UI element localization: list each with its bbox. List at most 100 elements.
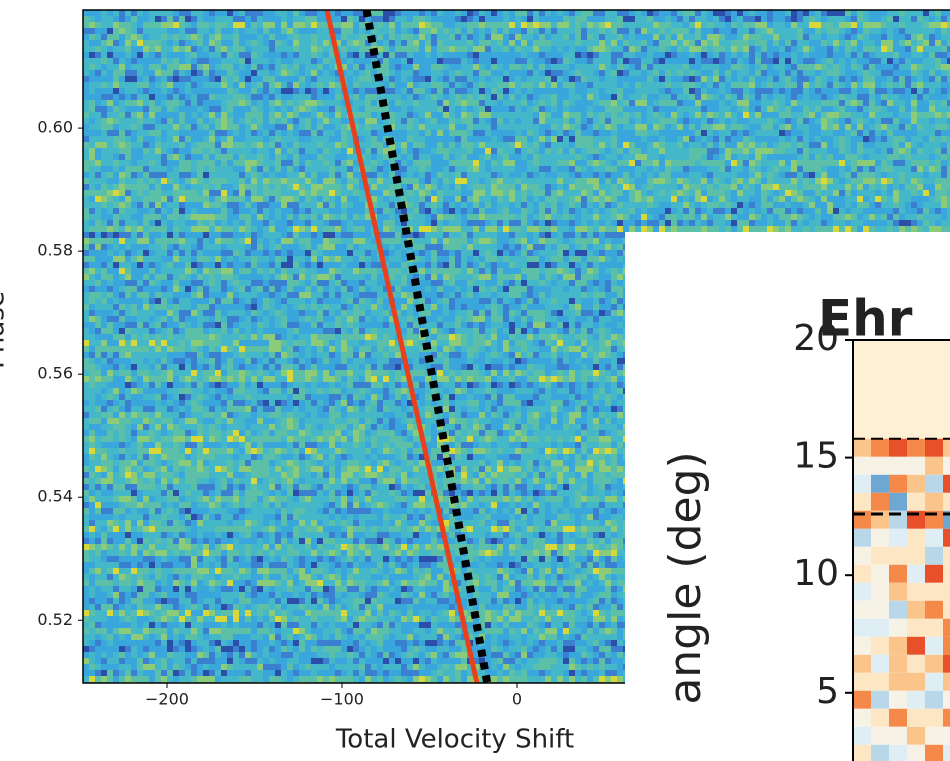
heatmap-cell <box>881 112 887 118</box>
heatmap-cell <box>689 10 695 16</box>
heatmap-cell <box>95 190 101 196</box>
heatmap-cell <box>791 142 797 148</box>
heatmap-cell <box>473 142 479 148</box>
heatmap-cell <box>569 64 575 70</box>
heatmap-cell <box>629 118 635 124</box>
heatmap-cell <box>587 172 593 178</box>
heatmap-cell <box>743 184 749 190</box>
heatmap-cell <box>839 208 845 214</box>
heatmap-cell <box>779 166 785 172</box>
heatmap-cell <box>587 142 593 148</box>
heatmap-cell <box>251 148 257 154</box>
heatmap-cell <box>845 70 851 76</box>
heatmap-cell <box>359 196 365 202</box>
heatmap-cell <box>779 196 785 202</box>
heatmap-cell <box>899 112 905 118</box>
heatmap-cell <box>383 34 389 40</box>
heatmap-cell <box>491 202 497 208</box>
heatmap-cell <box>611 70 617 76</box>
heatmap-cell <box>341 64 347 70</box>
heatmap-cell <box>815 22 821 28</box>
heatmap-cell <box>293 94 299 100</box>
heatmap-cell <box>749 154 755 160</box>
heatmap-cell <box>941 52 947 58</box>
heatmap-cell <box>929 166 935 172</box>
heatmap-cell <box>437 40 443 46</box>
heatmap-cell <box>947 196 950 202</box>
heatmap-cell <box>767 64 773 70</box>
heatmap-cell <box>947 184 950 190</box>
heatmap-cell <box>431 64 437 70</box>
heatmap-cell <box>569 124 575 130</box>
heatmap-cell <box>251 112 257 118</box>
heatmap-cell <box>773 64 779 70</box>
heatmap-cell <box>365 40 371 46</box>
heatmap-cell <box>371 82 377 88</box>
heatmap-cell <box>779 172 785 178</box>
heatmap-cell <box>377 106 383 112</box>
heatmap-cell <box>509 10 515 16</box>
heatmap-cell <box>533 28 539 34</box>
heatmap-cell <box>107 106 113 112</box>
heatmap-cell <box>407 76 413 82</box>
heatmap-cell <box>761 160 767 166</box>
heatmap-cell <box>431 124 437 130</box>
heatmap-cell <box>581 136 587 142</box>
heatmap-cell <box>305 154 311 160</box>
heatmap-cell <box>227 178 233 184</box>
heatmap-cell <box>245 208 251 214</box>
heatmap-cell <box>935 208 941 214</box>
heatmap-cell <box>695 70 701 76</box>
heatmap-cell <box>485 118 491 124</box>
heatmap-cell <box>209 100 215 106</box>
heatmap-cell <box>419 124 425 130</box>
heatmap-cell <box>131 58 137 64</box>
heatmap-cell <box>617 76 623 82</box>
heatmap-cell <box>947 136 950 142</box>
heatmap-cell <box>791 172 797 178</box>
heatmap-cell <box>767 34 773 40</box>
heatmap-cell <box>209 166 215 172</box>
heatmap-cell <box>815 16 821 22</box>
heatmap-cell <box>563 76 569 82</box>
heatmap-cell <box>545 130 551 136</box>
heatmap-cell <box>497 172 503 178</box>
heatmap-cell <box>563 16 569 22</box>
heatmap-cell <box>281 58 287 64</box>
heatmap-cell <box>521 172 527 178</box>
heatmap-cell <box>83 70 89 76</box>
heatmap-cell <box>551 10 557 16</box>
heatmap-cell <box>107 58 113 64</box>
heatmap-cell <box>893 190 899 196</box>
heatmap-cell <box>755 124 761 130</box>
heatmap-cell <box>257 166 263 172</box>
heatmap-cell <box>221 28 227 34</box>
heatmap-cell <box>395 64 401 70</box>
heatmap-cell <box>221 208 227 214</box>
heatmap-cell <box>617 112 623 118</box>
heatmap-cell <box>869 70 875 76</box>
heatmap-cell <box>857 118 863 124</box>
heatmap-cell <box>623 106 629 112</box>
heatmap-cell <box>791 10 797 16</box>
heatmap-cell <box>887 70 893 76</box>
heatmap-cell <box>377 34 383 40</box>
heatmap-cell <box>923 58 929 64</box>
heatmap-cell <box>167 88 173 94</box>
heatmap-cell <box>287 130 293 136</box>
heatmap-cell <box>305 106 311 112</box>
heatmap-cell <box>611 148 617 154</box>
heatmap-cell <box>497 76 503 82</box>
heatmap-cell <box>839 88 845 94</box>
heatmap-cell <box>611 40 617 46</box>
heatmap-cell <box>167 70 173 76</box>
heatmap-cell <box>125 142 131 148</box>
heatmap-cell <box>677 130 683 136</box>
heatmap-cell <box>587 10 593 16</box>
heatmap-cell <box>149 70 155 76</box>
heatmap-cell <box>419 16 425 22</box>
heatmap-cell <box>749 100 755 106</box>
heatmap-cell <box>533 58 539 64</box>
heatmap-cell <box>371 160 377 166</box>
heatmap-cell <box>203 208 209 214</box>
